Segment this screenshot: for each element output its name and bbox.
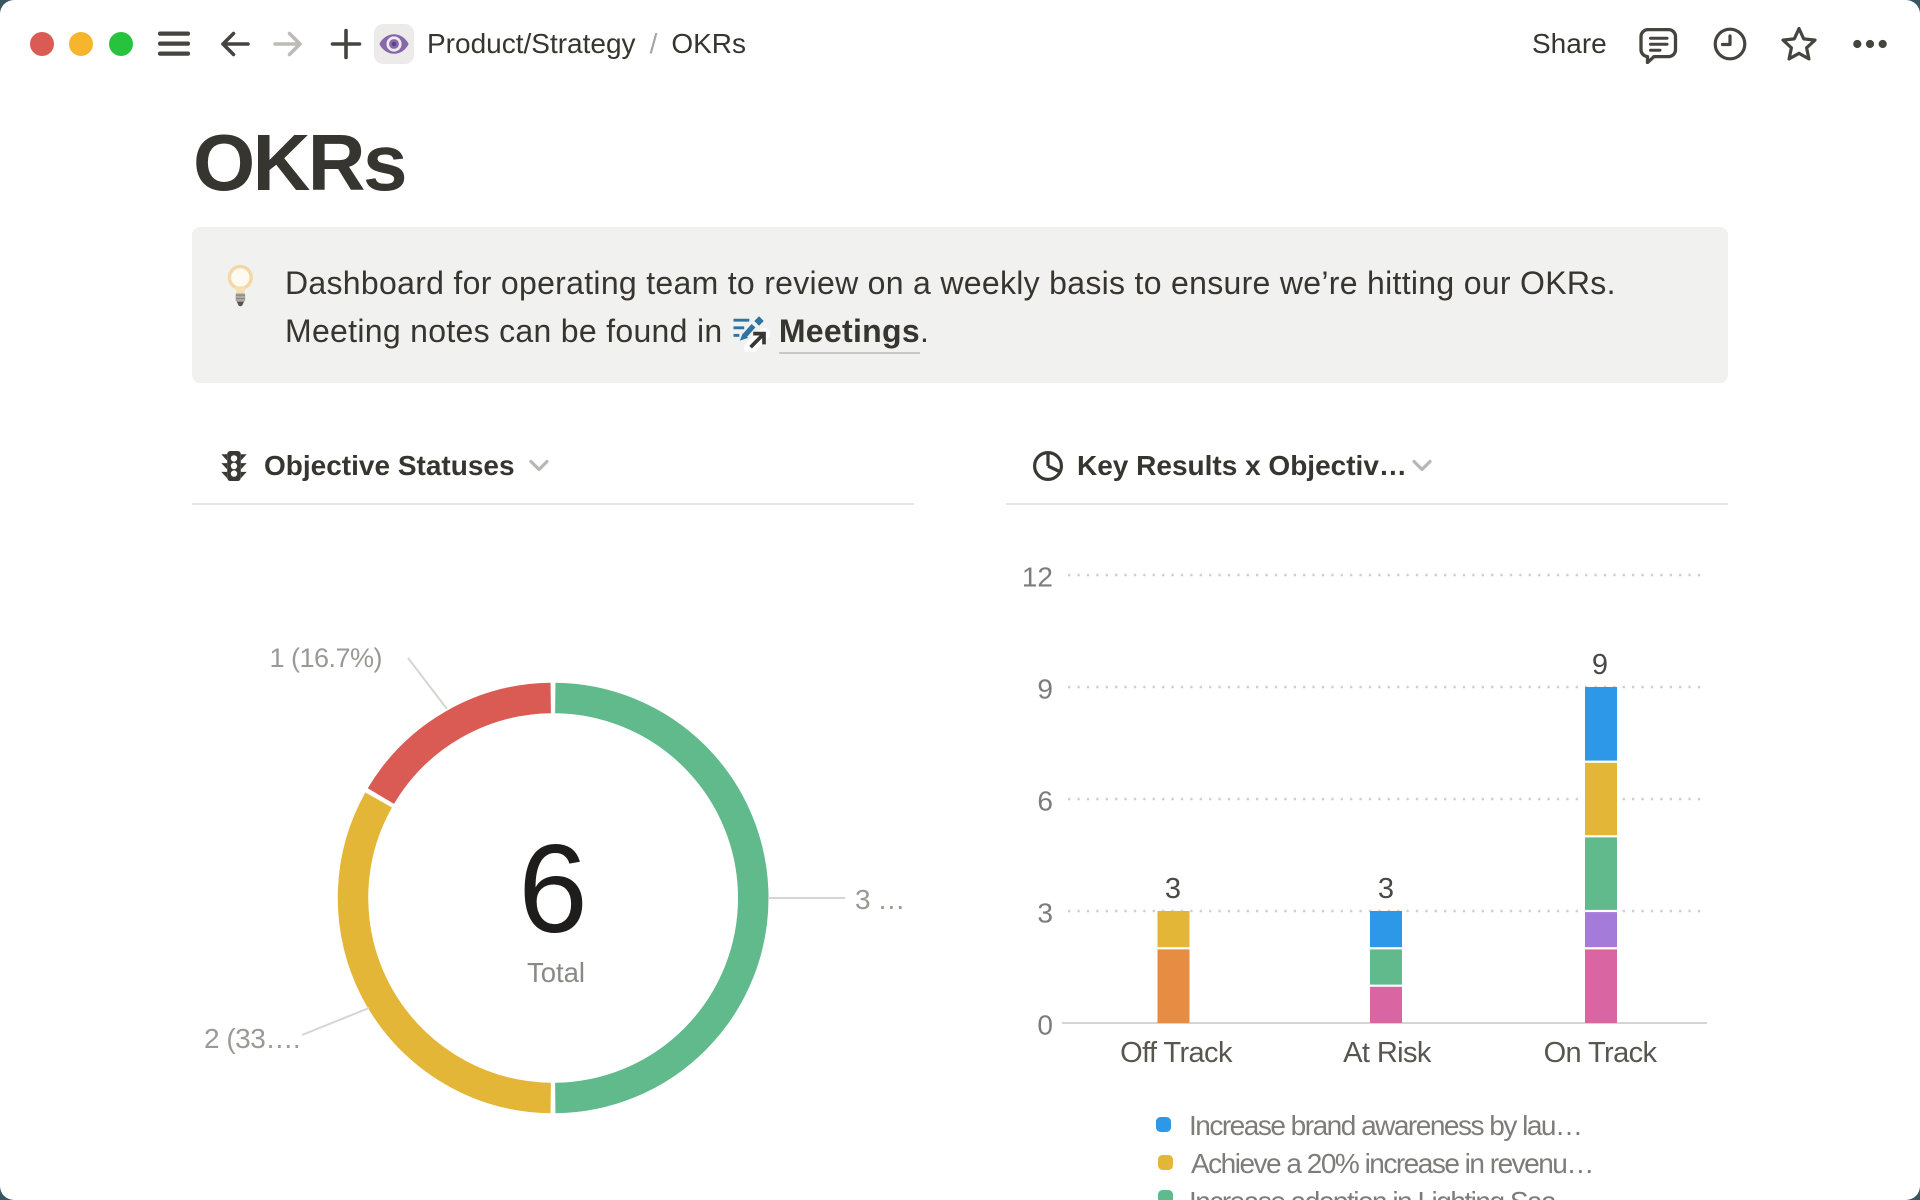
svg-text:2 (33….: 2 (33…. — [204, 1023, 300, 1054]
svg-text:9: 9 — [1592, 649, 1608, 681]
svg-text:0: 0 — [1037, 1010, 1053, 1041]
svg-text:Off Track: Off Track — [1120, 1037, 1233, 1069]
svg-text:1 (16.7%): 1 (16.7%) — [269, 643, 382, 673]
svg-text:6: 6 — [518, 820, 588, 959]
svg-text:3 …: 3 … — [855, 884, 905, 915]
svg-text:12: 12 — [1022, 562, 1053, 593]
svg-text:6: 6 — [1037, 786, 1053, 817]
svg-text:9: 9 — [1037, 674, 1053, 705]
svg-text:3: 3 — [1165, 873, 1181, 905]
svg-text:Total: Total — [527, 957, 585, 988]
svg-text:3: 3 — [1378, 873, 1394, 905]
svg-text:3: 3 — [1037, 898, 1053, 929]
svg-text:At Risk: At Risk — [1343, 1037, 1432, 1069]
svg-text:On Track: On Track — [1544, 1037, 1658, 1069]
